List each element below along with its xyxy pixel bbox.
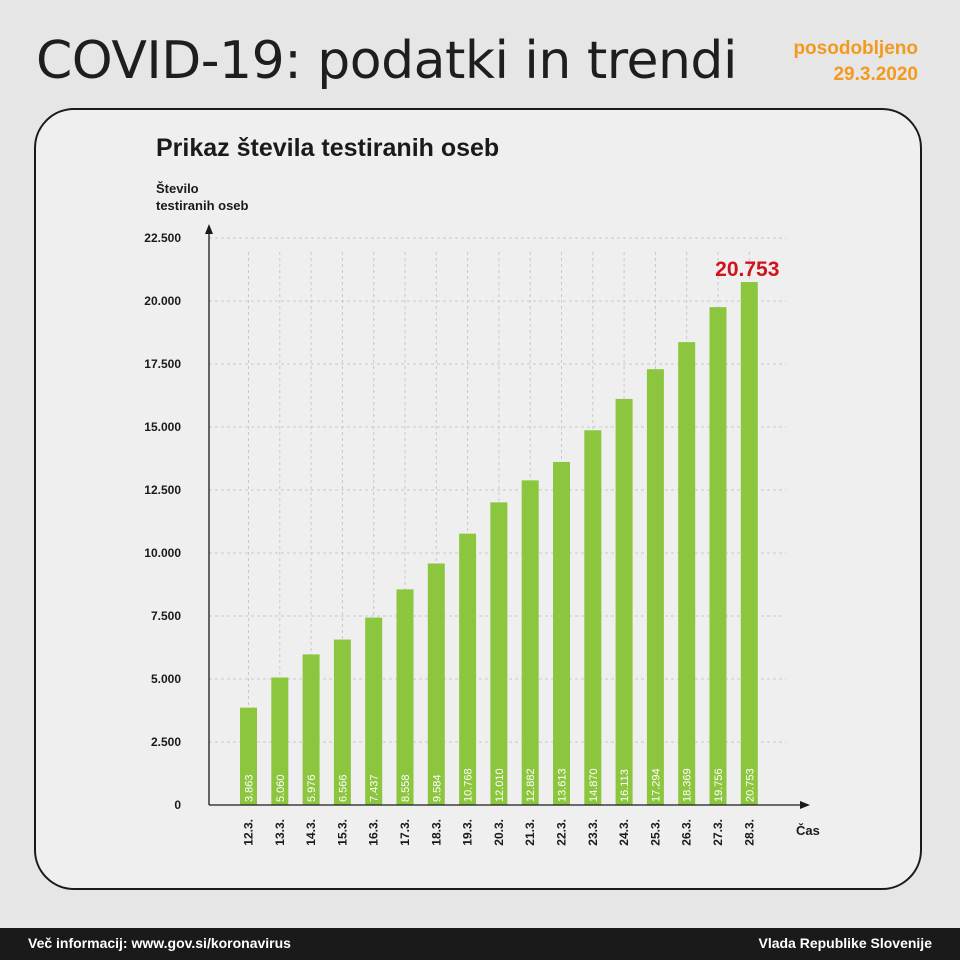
- y-tick-label: 2.500: [151, 735, 181, 749]
- y-axis-label-line-1: Število: [156, 181, 199, 196]
- y-tick-label: 15.000: [144, 420, 181, 434]
- bar: [333, 639, 351, 805]
- bar-value-label: 17.294: [650, 768, 662, 802]
- bar: [365, 617, 383, 805]
- bar: [521, 480, 539, 805]
- bar-value-label: 12.882: [525, 768, 537, 802]
- bar: [584, 430, 602, 805]
- bar: [678, 342, 696, 805]
- y-tick-label: 5.000: [151, 672, 181, 686]
- highlight-value-label: 20.753: [715, 258, 779, 281]
- bar-value-label: 19.756: [713, 768, 725, 802]
- x-tick-label: 23.3.: [586, 819, 600, 846]
- bar-value-label: 3.863: [244, 774, 256, 802]
- bar-value-label: 12.010: [494, 768, 506, 802]
- updated-date: 29.3.2020: [833, 64, 918, 85]
- x-tick-label: 12.3.: [242, 819, 256, 846]
- bar-value-label: 18.369: [682, 768, 694, 802]
- x-tick-label: 21.3.: [523, 819, 537, 846]
- footer-bar: Več informacij: www.gov.si/koronavirus V…: [0, 928, 960, 960]
- x-axis-arrow: [800, 801, 810, 809]
- bar: [427, 563, 445, 805]
- x-tick-label: 17.3.: [398, 819, 412, 846]
- bar-value-label: 5.976: [306, 774, 318, 802]
- page-title: COVID-19: podatki in trendi: [36, 31, 737, 91]
- bar: [459, 533, 477, 805]
- bar-value-label: 9.584: [431, 774, 443, 802]
- bar: [302, 654, 320, 805]
- x-tick-label: 27.3.: [711, 819, 725, 846]
- bar-value-label: 10.768: [463, 768, 475, 802]
- y-tick-label: 12.500: [144, 483, 181, 497]
- x-tick-label: 18.3.: [429, 819, 443, 846]
- footer-org: Vlada Republike Slovenije: [758, 935, 932, 951]
- bar: [646, 369, 664, 805]
- bar-value-label: 14.870: [588, 768, 600, 802]
- x-tick-label: 28.3.: [742, 819, 756, 846]
- bar: [490, 502, 508, 805]
- bar-value-label: 20.753: [744, 768, 756, 802]
- x-tick-label: 19.3.: [461, 819, 475, 846]
- bar-value-label: 7.437: [369, 774, 381, 802]
- y-tick-label: 22.500: [144, 231, 181, 245]
- bar-value-label: 5.060: [275, 774, 287, 802]
- y-axis-label-line-2: testiranih oseb: [156, 198, 249, 213]
- x-tick-label: 16.3.: [367, 819, 381, 846]
- y-tick-label: 7.500: [151, 609, 181, 623]
- x-tick-label: 14.3.: [304, 819, 318, 846]
- x-tick-label: 22.3.: [555, 819, 569, 846]
- bar: [709, 307, 727, 805]
- x-axis-label: Čas: [796, 823, 820, 838]
- bar: [615, 398, 633, 805]
- x-tick-label: 25.3.: [648, 819, 662, 846]
- bar-value-label: 8.558: [400, 774, 412, 802]
- y-tick-label: 17.500: [144, 357, 181, 371]
- x-tick-label: 24.3.: [617, 819, 631, 846]
- updated-label: posodobljeno: [793, 38, 918, 59]
- updated-info: posodobljeno 29.3.2020: [793, 36, 918, 88]
- y-axis-label: Število testiranih oseb: [156, 180, 248, 214]
- bar-value-label: 16.113: [619, 769, 631, 802]
- bar: [740, 282, 758, 805]
- x-tick-label: 13.3.: [273, 819, 287, 846]
- x-tick-label: 15.3.: [335, 819, 349, 846]
- x-tick-label: 26.3.: [680, 819, 694, 846]
- footer-info-link[interactable]: Več informacij: www.gov.si/koronavirus: [28, 935, 291, 951]
- y-tick-label: 20.000: [144, 294, 181, 308]
- bar: [396, 589, 414, 805]
- y-tick-label: 0: [174, 798, 181, 812]
- y-tick-label: 10.000: [144, 546, 181, 560]
- chart-title: Prikaz števila testiranih oseb: [156, 134, 500, 162]
- y-axis-arrow: [205, 224, 213, 234]
- bar: [553, 461, 570, 805]
- x-tick-label: 20.3.: [492, 819, 506, 846]
- bar: [240, 707, 257, 805]
- bar-value-label: 6.566: [337, 774, 349, 802]
- bar-value-label: 13.613: [557, 768, 569, 802]
- bar: [271, 677, 289, 805]
